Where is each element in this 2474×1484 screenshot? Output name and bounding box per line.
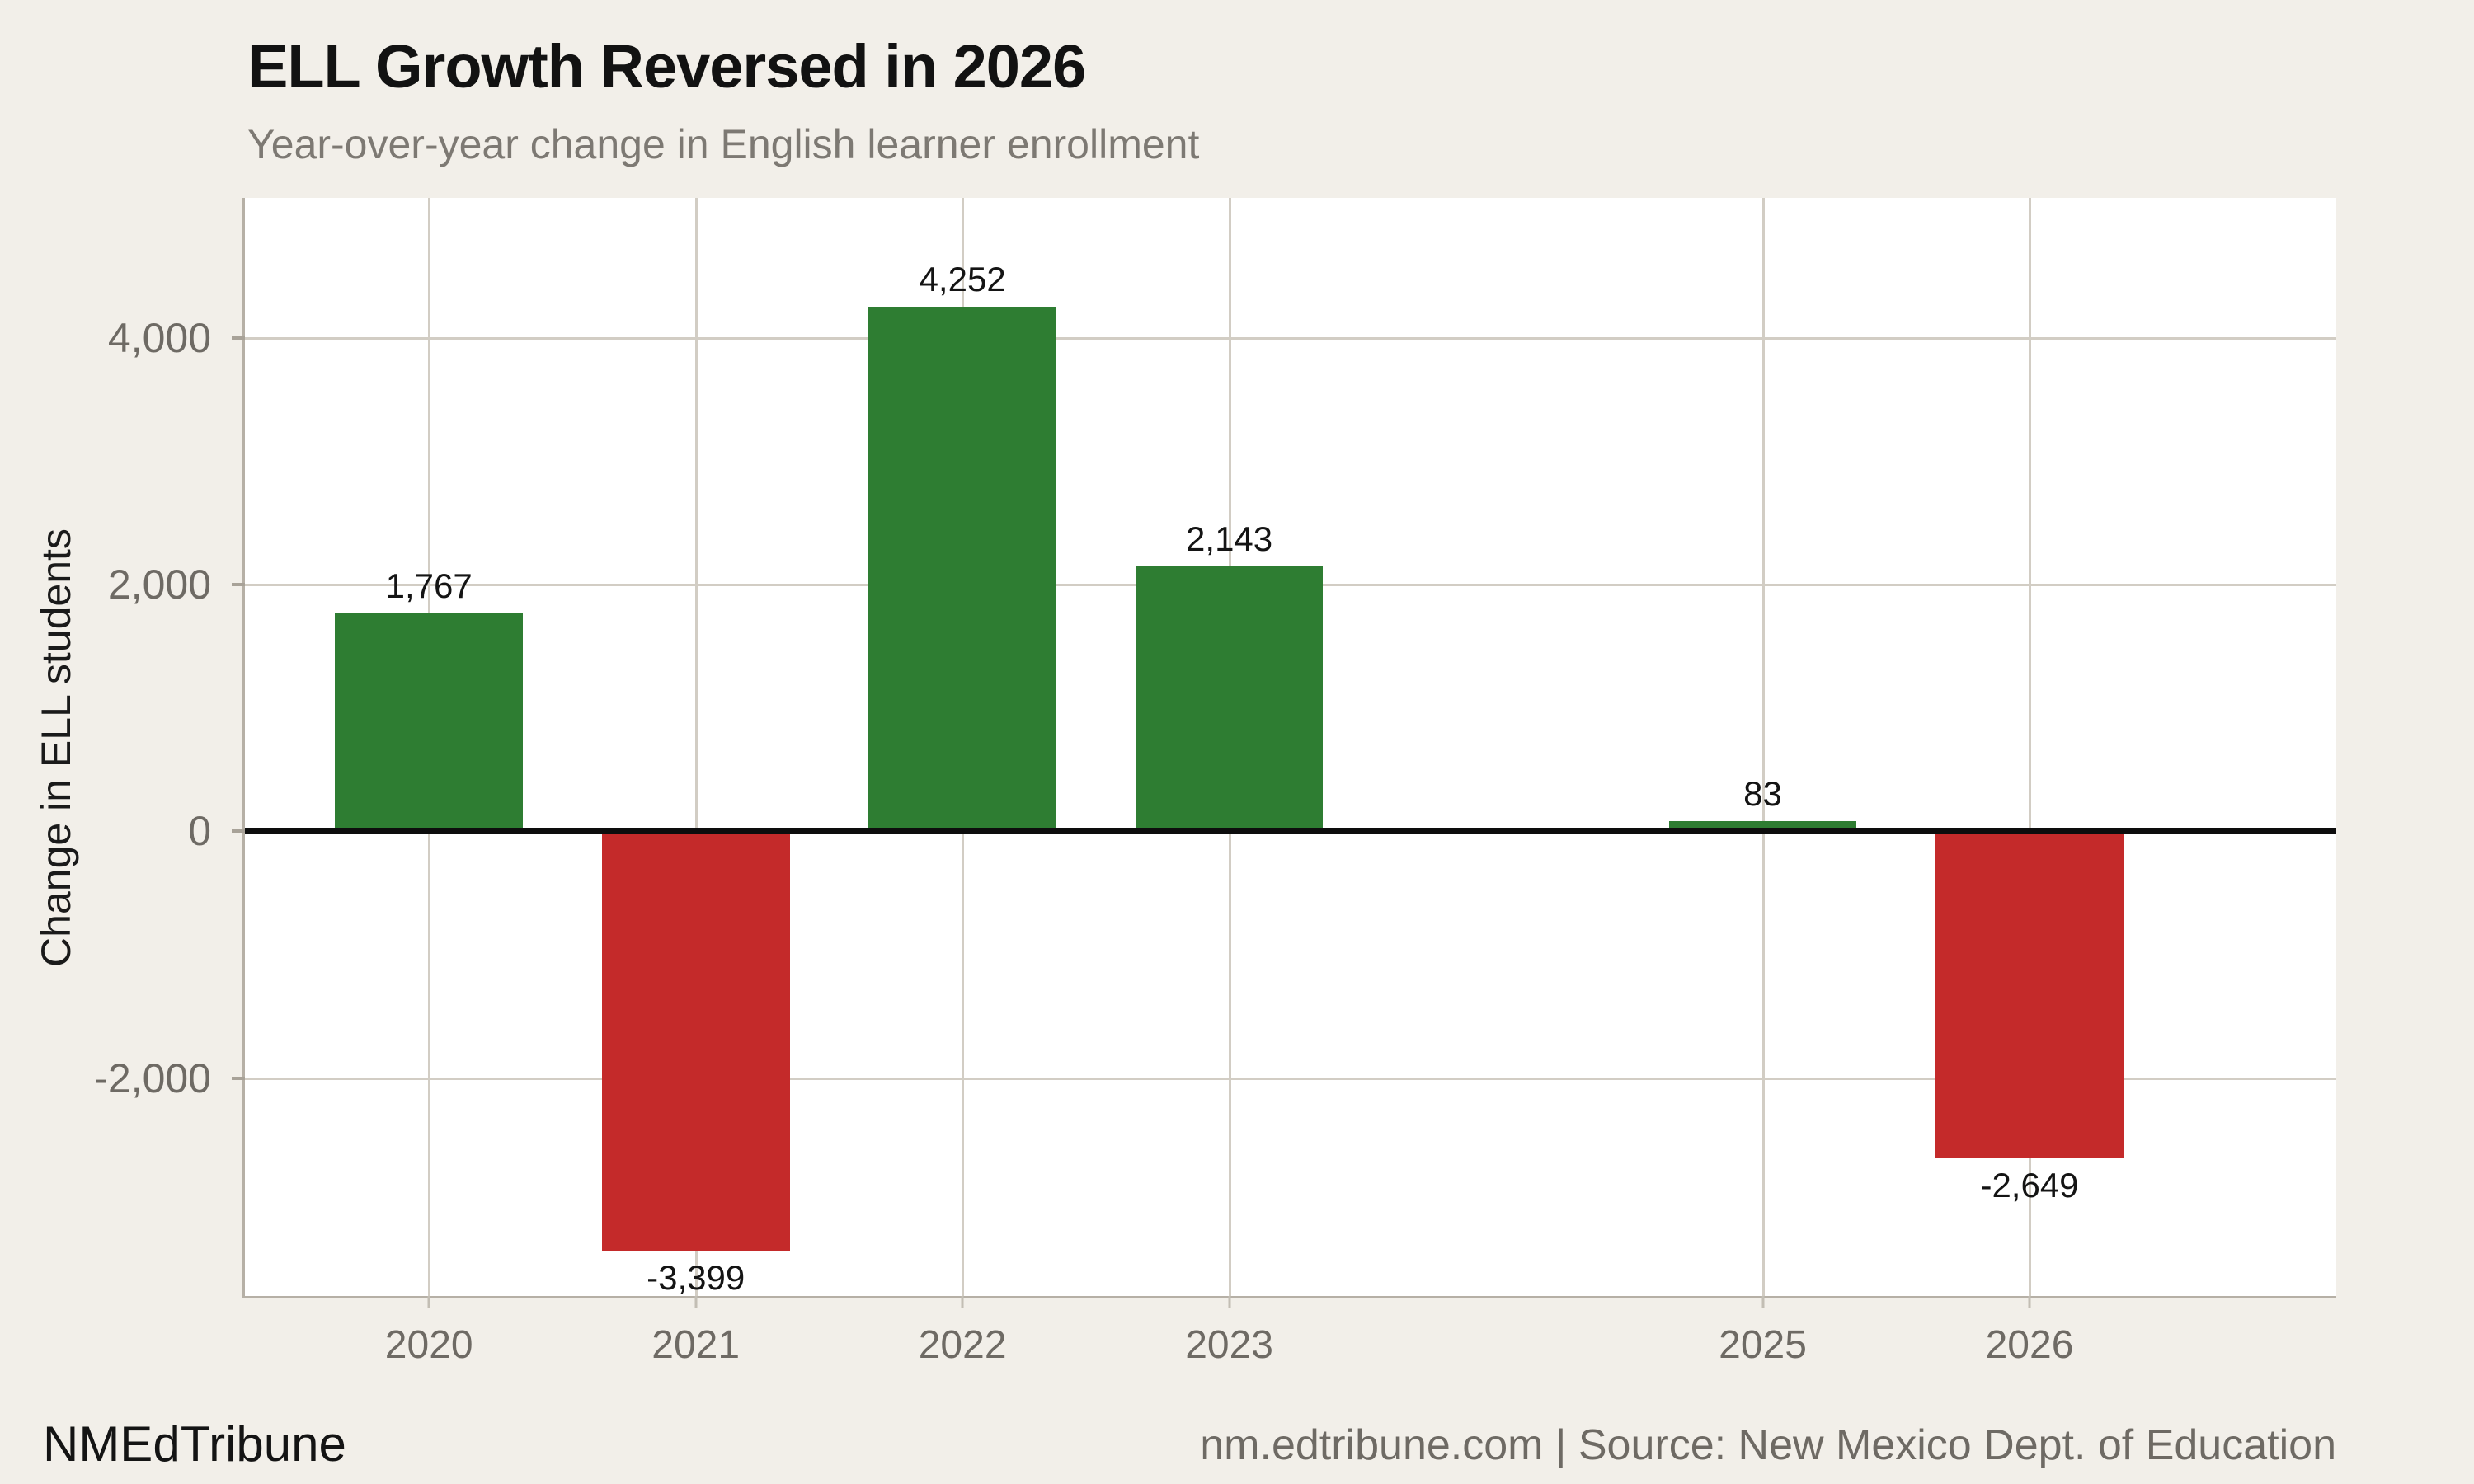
y-tick-label-0: 0 bbox=[188, 808, 211, 855]
x-tick-label-2025: 2025 bbox=[1719, 1323, 1807, 1367]
y-tick-mark-4000 bbox=[232, 336, 245, 340]
footer-brand: NMEdTribune bbox=[43, 1416, 346, 1472]
y-tick-mark-2000 bbox=[232, 582, 245, 586]
x-tick-mark-2025 bbox=[1761, 1296, 1765, 1308]
bar-value-label-2026: -2,649 bbox=[1980, 1165, 2079, 1205]
zero-baseline bbox=[245, 828, 2336, 835]
x-tick-label-2020: 2020 bbox=[384, 1323, 473, 1367]
y-axis-title: Change in ELL students bbox=[33, 528, 79, 967]
bar-value-label-2021: -3,399 bbox=[647, 1257, 745, 1297]
y-gridline--2000 bbox=[245, 1077, 2336, 1080]
plot-area: -2,000 0 2,000 4,000 2020 2021 2022 2023 2025 202… bbox=[94, 198, 2336, 1365]
x-gridline-2025 bbox=[1761, 198, 1765, 1296]
bar-2021 bbox=[601, 831, 790, 1251]
bar-2022 bbox=[868, 306, 1056, 832]
y-tick-mark--2000 bbox=[232, 1076, 245, 1080]
x-tick-mark-2026 bbox=[2028, 1296, 2031, 1308]
x-tick-mark-2021 bbox=[694, 1296, 698, 1308]
footer-source-attribution: nm.edtribune.com | Source: New Mexico De… bbox=[1200, 1421, 2336, 1469]
bar-value-label-2022: 4,252 bbox=[919, 259, 1006, 298]
x-tick-label-2021: 2021 bbox=[651, 1323, 741, 1367]
y-gridline-4000 bbox=[245, 336, 2336, 340]
bar-value-label-2023: 2,143 bbox=[1186, 519, 1273, 559]
chart-subtitle: Year-over-year change in English learner… bbox=[247, 121, 1200, 167]
bar-2026 bbox=[1935, 831, 2124, 1158]
bar-value-label-2025: 83 bbox=[1743, 773, 1782, 813]
x-tick-mark-2020 bbox=[427, 1296, 430, 1308]
bar-value-label-2020: 1,767 bbox=[385, 566, 473, 605]
x-tick-label-2022: 2022 bbox=[918, 1323, 1007, 1367]
x-gridline-2026 bbox=[2029, 198, 2031, 1296]
x-tick-mark-2022 bbox=[961, 1296, 964, 1308]
y-tick-label-4000: 4,000 bbox=[107, 314, 211, 361]
y-tick-mark-0 bbox=[232, 829, 245, 834]
x-tick-label-2026: 2026 bbox=[1985, 1323, 2074, 1367]
chart-title: ELL Growth Reversed in 2026 bbox=[247, 32, 1086, 101]
bar-2020 bbox=[335, 613, 524, 832]
x-gridline-2021 bbox=[694, 198, 698, 1296]
x-tick-mark-2023 bbox=[1228, 1296, 1231, 1308]
y-tick-label-2000: 2,000 bbox=[107, 561, 211, 608]
x-tick-label-2023: 2023 bbox=[1185, 1323, 1273, 1367]
bar-2023 bbox=[1135, 566, 1324, 832]
y-tick-label--2000: -2,000 bbox=[94, 1054, 211, 1101]
